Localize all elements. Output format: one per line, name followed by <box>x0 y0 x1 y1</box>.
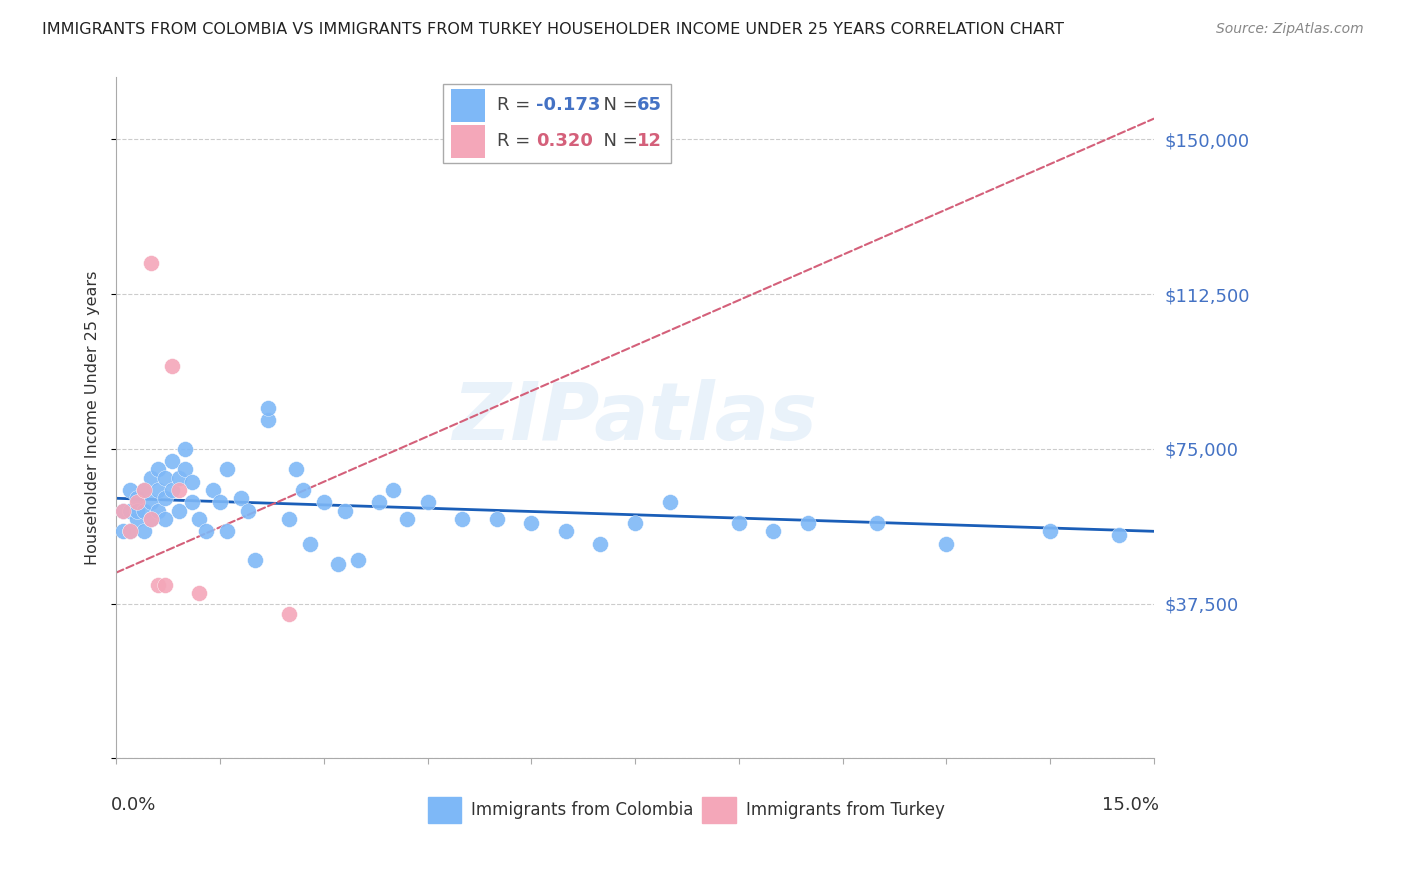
Point <box>285 462 308 476</box>
Point <box>658 495 681 509</box>
Text: ZIPatlas: ZIPatlas <box>453 379 817 457</box>
FancyBboxPatch shape <box>443 84 671 162</box>
Point <box>257 401 280 415</box>
Point <box>160 454 183 468</box>
Point <box>520 516 543 530</box>
Point <box>153 491 176 506</box>
FancyBboxPatch shape <box>451 89 485 121</box>
Point <box>208 495 231 509</box>
Point <box>215 524 238 539</box>
Text: R =: R = <box>498 132 536 151</box>
Point <box>125 491 148 506</box>
Point <box>312 495 335 509</box>
Point <box>1039 524 1062 539</box>
Text: 0.0%: 0.0% <box>111 796 156 814</box>
Point <box>112 504 135 518</box>
Point <box>146 462 169 476</box>
Point <box>120 524 142 539</box>
Point <box>188 586 211 600</box>
Text: 12: 12 <box>637 132 662 151</box>
Point <box>188 512 211 526</box>
Text: N =: N = <box>592 132 644 151</box>
Point <box>146 578 169 592</box>
Point <box>347 553 370 567</box>
Text: 15.0%: 15.0% <box>1102 796 1159 814</box>
Point <box>139 256 162 270</box>
Point <box>146 504 169 518</box>
Point <box>181 495 204 509</box>
FancyBboxPatch shape <box>427 797 461 823</box>
Text: IMMIGRANTS FROM COLOMBIA VS IMMIGRANTS FROM TURKEY HOUSEHOLDER INCOME UNDER 25 Y: IMMIGRANTS FROM COLOMBIA VS IMMIGRANTS F… <box>42 22 1064 37</box>
Point <box>797 516 820 530</box>
Text: Immigrants from Colombia: Immigrants from Colombia <box>471 801 693 819</box>
Point <box>132 504 155 518</box>
Point <box>554 524 576 539</box>
Point <box>395 512 418 526</box>
FancyBboxPatch shape <box>703 797 735 823</box>
Point <box>762 524 785 539</box>
Point <box>195 524 218 539</box>
Point <box>112 504 135 518</box>
Point <box>1108 528 1130 542</box>
Point <box>866 516 889 530</box>
Point <box>326 558 349 572</box>
Point <box>153 512 176 526</box>
Point <box>416 495 439 509</box>
Point <box>153 470 176 484</box>
Point <box>485 512 508 526</box>
Point <box>298 537 321 551</box>
Point <box>120 483 142 497</box>
Point <box>278 607 301 621</box>
Point <box>727 516 749 530</box>
Point <box>935 537 957 551</box>
Point <box>146 483 169 497</box>
Point <box>292 483 315 497</box>
Point <box>125 512 148 526</box>
Point <box>236 504 259 518</box>
Point <box>132 524 155 539</box>
Point <box>132 483 155 497</box>
Point <box>451 512 474 526</box>
Text: 65: 65 <box>637 96 662 114</box>
Point <box>139 495 162 509</box>
Point <box>589 537 612 551</box>
FancyBboxPatch shape <box>451 125 485 158</box>
Point <box>202 483 225 497</box>
Point <box>153 578 176 592</box>
Point <box>139 470 162 484</box>
Point <box>174 442 197 456</box>
Text: N =: N = <box>592 96 644 114</box>
Point <box>160 483 183 497</box>
Point <box>243 553 266 567</box>
Point <box>368 495 391 509</box>
Text: Immigrants from Turkey: Immigrants from Turkey <box>747 801 945 819</box>
Point <box>120 524 142 539</box>
Point <box>125 495 148 509</box>
Text: R =: R = <box>498 96 536 114</box>
Point <box>174 462 197 476</box>
Text: -0.173: -0.173 <box>537 96 600 114</box>
Point <box>120 504 142 518</box>
Point <box>215 462 238 476</box>
Point <box>139 512 162 526</box>
Text: Source: ZipAtlas.com: Source: ZipAtlas.com <box>1216 22 1364 37</box>
Point <box>624 516 647 530</box>
Y-axis label: Householder Income Under 25 years: Householder Income Under 25 years <box>86 270 100 565</box>
Point <box>278 512 301 526</box>
Point <box>132 483 155 497</box>
Point <box>160 359 183 374</box>
Point <box>333 504 356 518</box>
Point <box>139 512 162 526</box>
Point <box>167 470 190 484</box>
Text: 0.320: 0.320 <box>537 132 593 151</box>
Point <box>167 504 190 518</box>
Point <box>229 491 252 506</box>
Point <box>112 524 135 539</box>
Point <box>125 504 148 518</box>
Point <box>181 475 204 489</box>
Point <box>257 413 280 427</box>
Point <box>381 483 404 497</box>
Point <box>167 483 190 497</box>
